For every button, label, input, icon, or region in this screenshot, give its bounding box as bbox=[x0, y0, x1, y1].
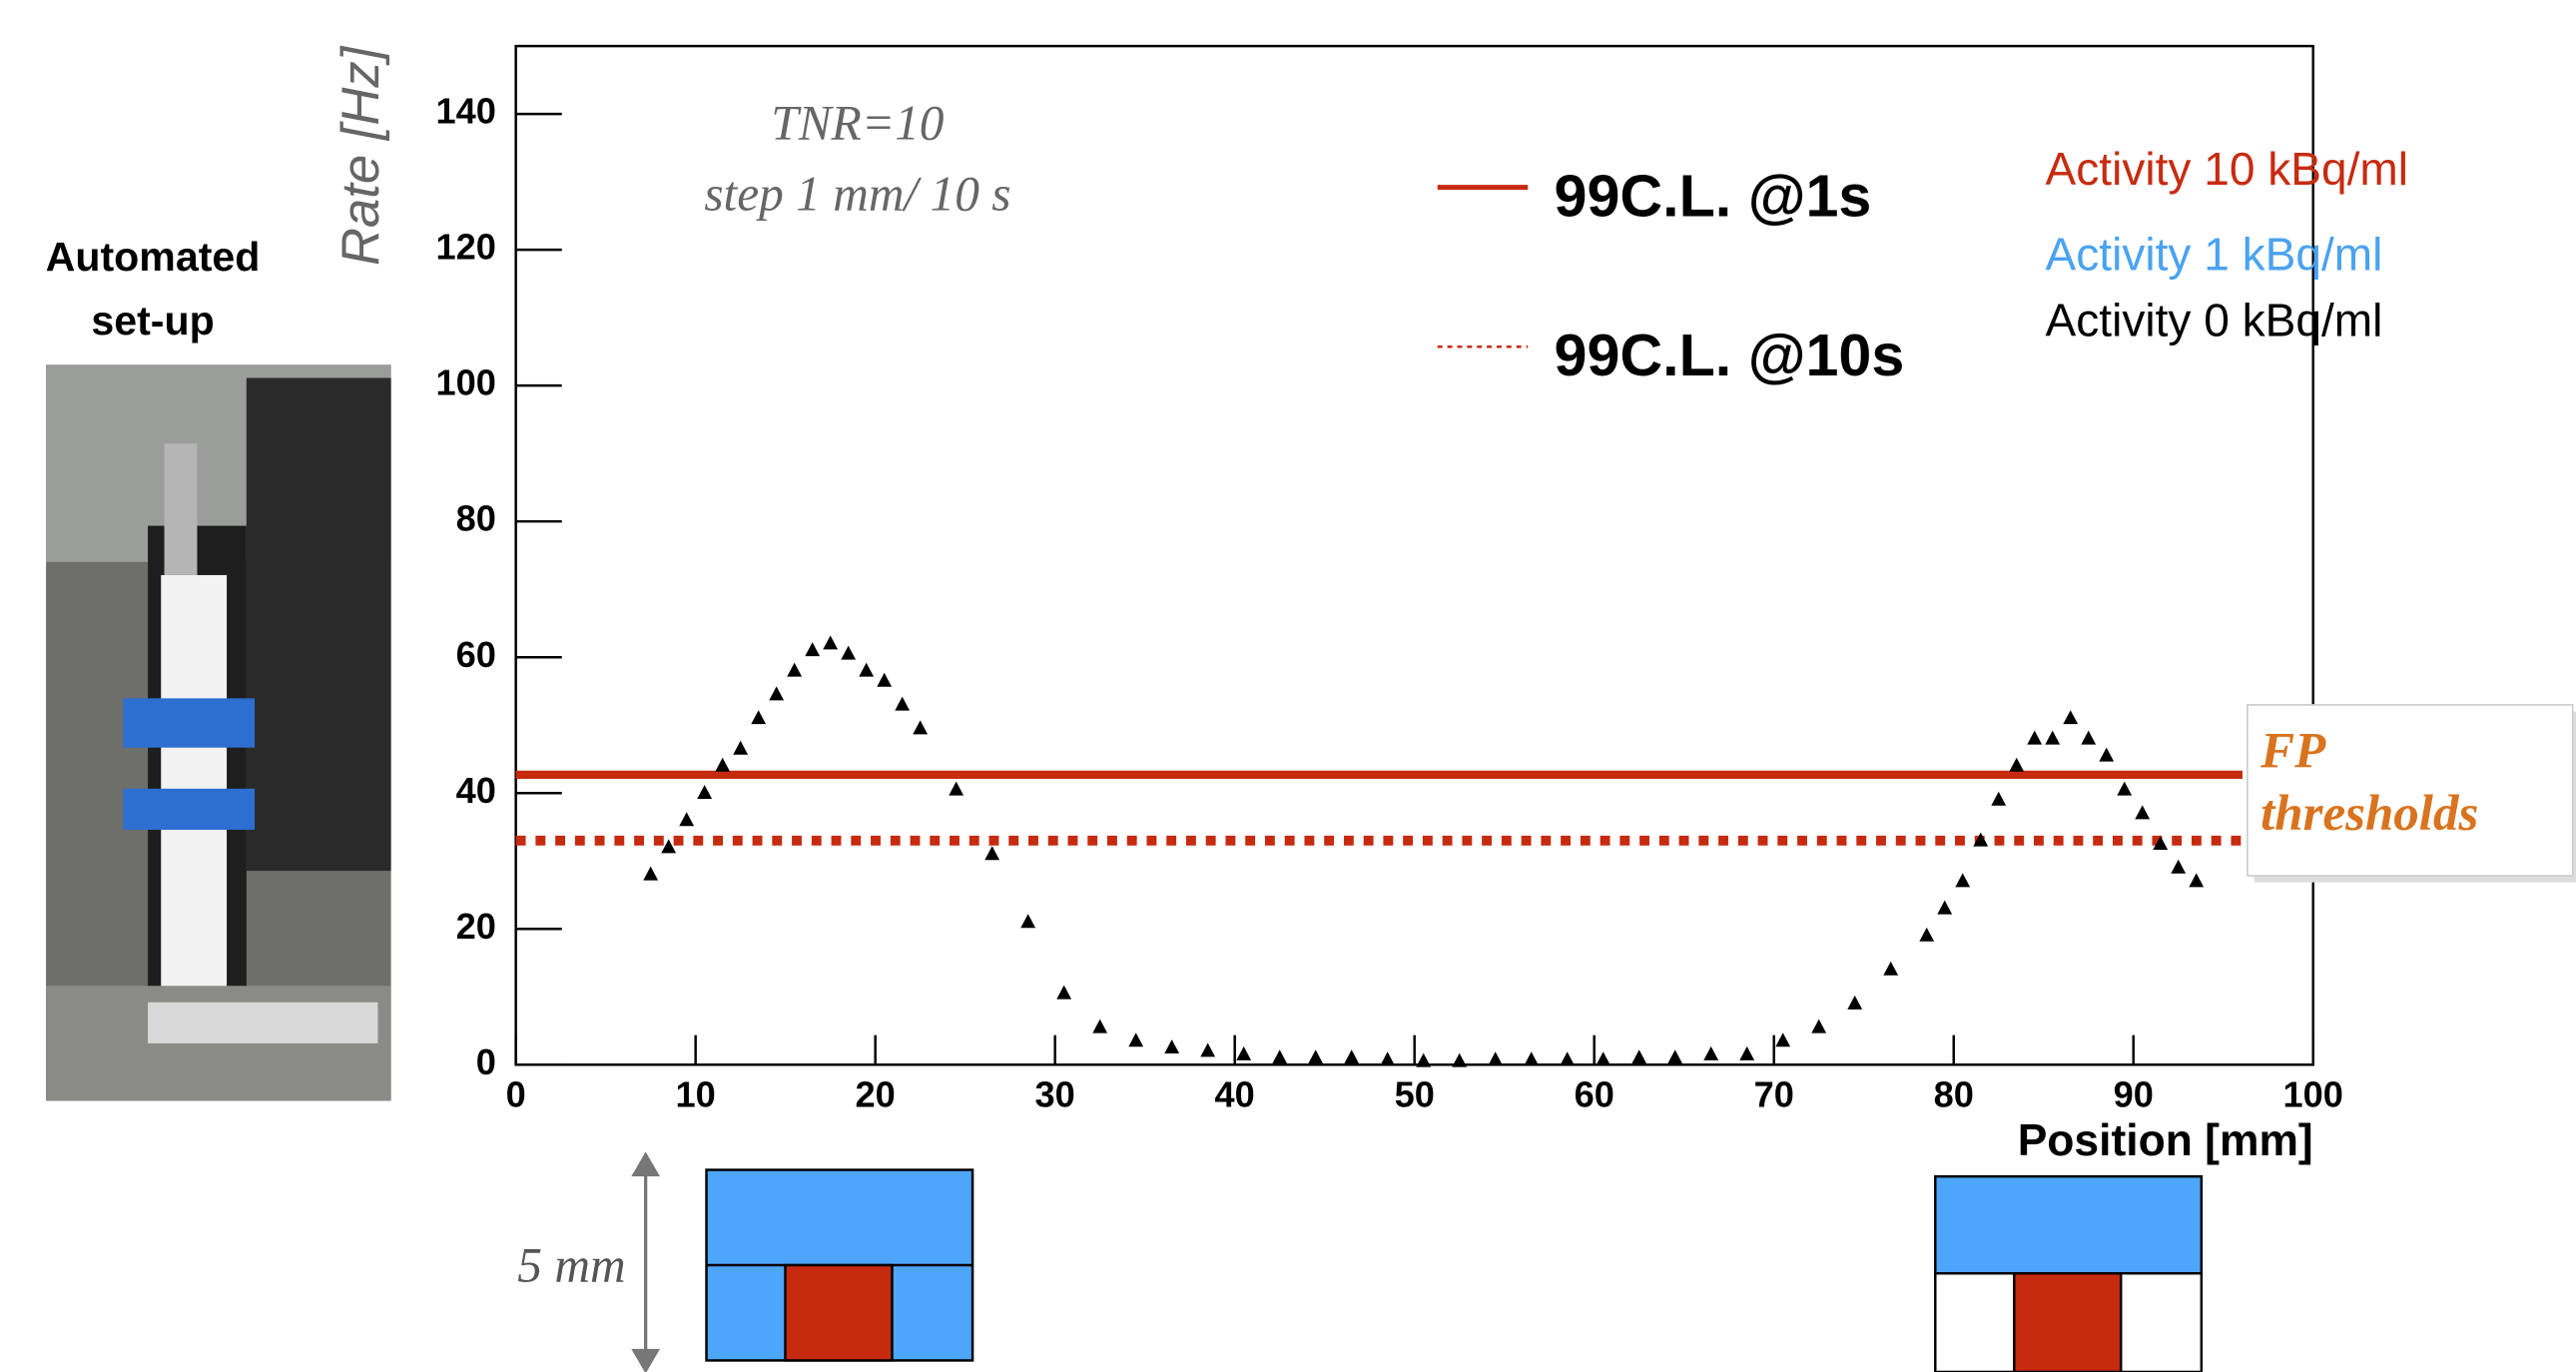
data-point bbox=[1128, 1032, 1144, 1047]
data-point bbox=[859, 662, 875, 677]
data-point bbox=[1020, 914, 1036, 929]
data-point bbox=[1092, 1019, 1108, 1033]
data-point bbox=[895, 696, 911, 711]
x-tick-label: 80 bbox=[1934, 1074, 1974, 1115]
data-point bbox=[1308, 1049, 1324, 1064]
data-point bbox=[1991, 791, 2007, 806]
annotation: step 1 mm/ 10 s bbox=[704, 166, 1010, 221]
y-tick-label: 60 bbox=[456, 634, 496, 675]
data-point bbox=[2027, 730, 2043, 745]
data-point bbox=[733, 740, 749, 755]
x-tick-label: 100 bbox=[2283, 1074, 2343, 1115]
data-point bbox=[1524, 1051, 1540, 1066]
x-tick-label: 0 bbox=[506, 1074, 526, 1115]
data-point bbox=[679, 812, 695, 827]
data-point bbox=[1739, 1045, 1755, 1060]
data-point bbox=[1703, 1045, 1719, 1060]
y-tick-label: 120 bbox=[436, 227, 496, 268]
y-tick-label: 0 bbox=[476, 1041, 496, 1082]
data-point bbox=[1937, 900, 1953, 915]
photo-caption: Automated bbox=[46, 234, 261, 280]
x-tick-label: 10 bbox=[676, 1074, 716, 1115]
data-point bbox=[1344, 1049, 1360, 1064]
data-point bbox=[949, 781, 965, 796]
x-tick-label: 90 bbox=[2114, 1074, 2154, 1115]
data-point bbox=[1272, 1049, 1288, 1064]
data-point bbox=[715, 757, 731, 772]
x-tick-label: 50 bbox=[1395, 1074, 1435, 1115]
data-point bbox=[1452, 1052, 1468, 1067]
annotation: TNR=10 bbox=[771, 96, 945, 151]
data-point bbox=[877, 672, 893, 687]
data-point bbox=[2189, 873, 2205, 888]
setup-photo bbox=[46, 364, 391, 1101]
data-point bbox=[1973, 832, 1989, 847]
data-point bbox=[1847, 995, 1863, 1010]
schematic-right bbox=[1934, 1174, 2204, 1372]
data-point bbox=[913, 720, 929, 735]
legend-label: 99C.L. @1s bbox=[1555, 162, 1872, 229]
y-tick-label: 20 bbox=[456, 906, 496, 947]
activity-legend: Activity 0 kBq/ml bbox=[2046, 294, 2383, 345]
data-point bbox=[1775, 1032, 1791, 1047]
data-point bbox=[2009, 757, 2025, 772]
schematic-left bbox=[705, 1168, 974, 1362]
data-point bbox=[1955, 873, 1971, 888]
data-point bbox=[1919, 927, 1935, 942]
legend-label: 99C.L. @10s bbox=[1555, 322, 1905, 388]
y-tick-label: 40 bbox=[456, 770, 496, 811]
data-point bbox=[1883, 961, 1899, 976]
data-point bbox=[2045, 730, 2061, 745]
activity-legend: Activity 1 kBq/ml bbox=[2046, 229, 2383, 281]
data-point bbox=[823, 635, 839, 650]
data-point bbox=[1380, 1051, 1396, 1066]
data-point bbox=[1056, 985, 1072, 1000]
data-point bbox=[805, 642, 821, 657]
data-point bbox=[2153, 836, 2169, 850]
y-axis-title: Rate [Hz] bbox=[331, 45, 390, 266]
y-tick-label: 140 bbox=[436, 91, 496, 132]
data-point bbox=[1200, 1042, 1216, 1057]
data-point bbox=[1416, 1052, 1432, 1067]
data-point bbox=[841, 645, 857, 660]
data-point bbox=[2135, 805, 2151, 820]
data-point bbox=[1667, 1049, 1683, 1064]
data-point bbox=[1631, 1049, 1647, 1064]
photo-caption: set-up bbox=[91, 298, 214, 343]
x-axis-title: Position [mm] bbox=[2018, 1116, 2313, 1165]
fp-box bbox=[2247, 704, 2576, 883]
data-point bbox=[1811, 1019, 1827, 1033]
activity-legend: Activity 10 kBq/ml bbox=[2046, 143, 2409, 195]
x-tick-label: 40 bbox=[1215, 1074, 1255, 1115]
fp-label: FP bbox=[2259, 724, 2326, 780]
data-point bbox=[2171, 859, 2187, 874]
data-point bbox=[1236, 1045, 1252, 1060]
data-point bbox=[2117, 781, 2133, 796]
data-point bbox=[1164, 1039, 1180, 1054]
data-point bbox=[2063, 710, 2079, 725]
data-point bbox=[769, 686, 785, 701]
data-point bbox=[1488, 1051, 1504, 1066]
x-tick-label: 30 bbox=[1035, 1074, 1075, 1115]
data-point bbox=[787, 662, 803, 677]
data-point bbox=[697, 784, 713, 799]
x-tick-label: 60 bbox=[1575, 1074, 1614, 1115]
fp-label: thresholds bbox=[2260, 786, 2478, 842]
x-tick-label: 20 bbox=[856, 1074, 896, 1115]
scale-arrow bbox=[631, 1151, 661, 1372]
y-tick-label: 100 bbox=[436, 362, 496, 403]
data-point bbox=[661, 839, 677, 854]
x-tick-label: 70 bbox=[1754, 1074, 1794, 1115]
scale-label: 5 mm bbox=[517, 1237, 625, 1292]
data-point bbox=[2081, 730, 2097, 745]
data-point bbox=[984, 846, 1000, 861]
data-point bbox=[643, 866, 659, 881]
data-point bbox=[2099, 747, 2115, 762]
y-tick-label: 80 bbox=[456, 498, 496, 539]
data-point bbox=[1560, 1051, 1576, 1066]
data-point bbox=[1596, 1051, 1611, 1066]
data-point bbox=[751, 710, 767, 725]
